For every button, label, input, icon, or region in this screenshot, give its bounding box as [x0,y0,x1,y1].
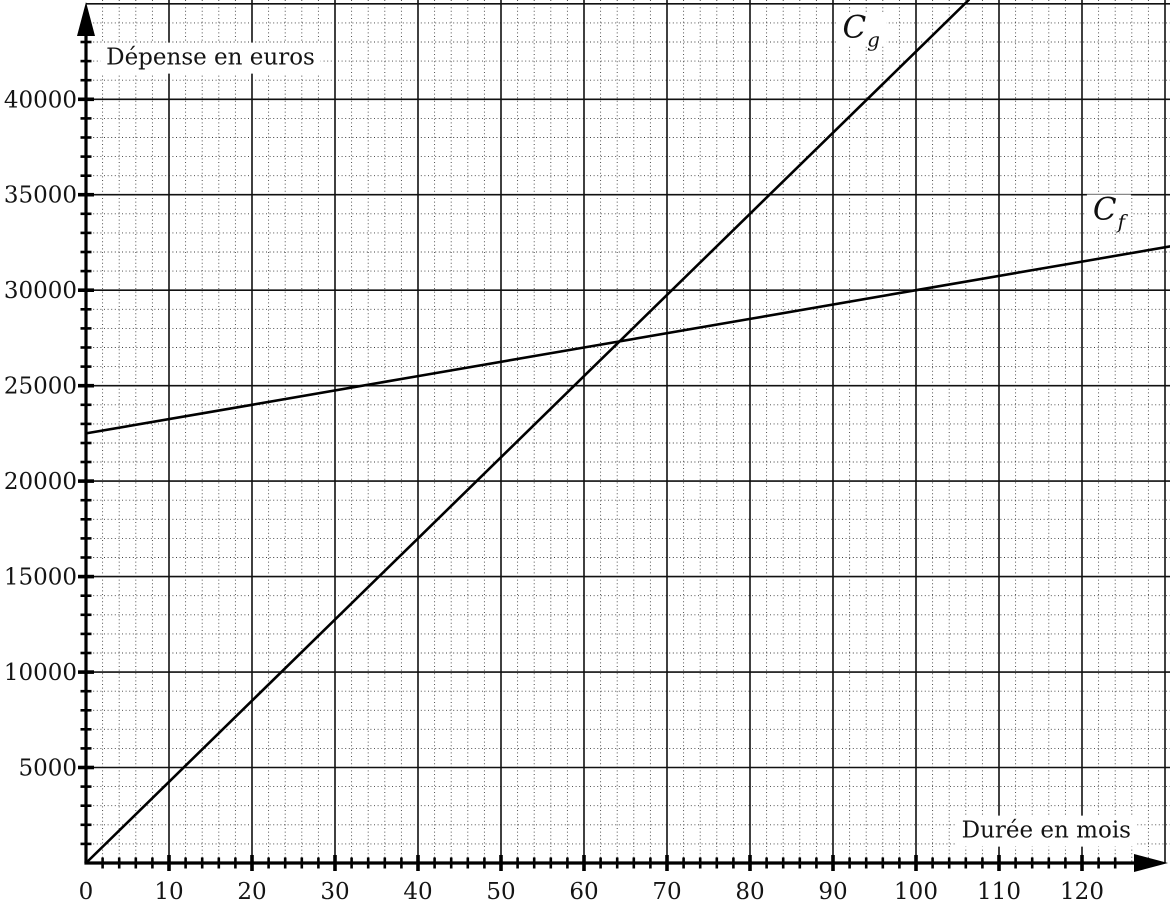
y-axis-arrow [77,2,95,36]
y-tick-label: 10000 [4,660,77,686]
x-axis-arrow [1134,854,1168,872]
x-axis-title: Durée en mois [955,815,1137,847]
x-tick-label: 0 [79,879,94,905]
series-line-Cf [84,245,1170,435]
series-label-letter: C [842,9,868,46]
series-label-letter: C [1092,191,1118,228]
y-tick-label: 40000 [4,87,77,113]
x-tick-label: 90 [818,879,847,905]
major-grid [86,0,1170,863]
y-axis-title: Dépense en euros [100,42,321,74]
x-tick-label: 70 [652,879,681,905]
y-tick-label: 25000 [4,374,77,400]
y-tick-label: 5000 [18,756,77,782]
x-tick-label: 110 [977,879,1021,905]
x-tick-label: 10 [154,879,183,905]
y-tick-label: 20000 [4,469,77,495]
x-tick-label: 80 [735,879,764,905]
x-tick-label: 100 [894,879,938,905]
axes [84,30,1137,865]
x-tick-labels: 0 10 20 30 40 50 60 70 80 90 100 110 120 [79,879,1104,905]
x-tick-label: 50 [486,879,515,905]
y-tick-label: 35000 [4,183,77,209]
x-tick-label: 120 [1060,879,1104,905]
axis-ticks [78,40,1117,871]
series-line-Cg [84,0,971,865]
series-label-Cg: Cg [836,9,886,50]
y-tick-labels: 5000 10000 15000 20000 25000 30000 35000 40000 [4,87,77,781]
y-tick-label: 15000 [4,565,77,591]
minor-grid [86,0,1170,863]
x-tick-label: 40 [403,879,432,905]
y-tick-label: 30000 [4,278,77,304]
series-label-subscript: g [867,27,880,52]
series-label-subscript: f [1117,209,1126,234]
x-tick-label: 30 [320,879,349,905]
x-tick-label: 20 [237,879,266,905]
series-label-Cf: Cf [1086,191,1132,231]
x-tick-label: 60 [569,879,598,905]
